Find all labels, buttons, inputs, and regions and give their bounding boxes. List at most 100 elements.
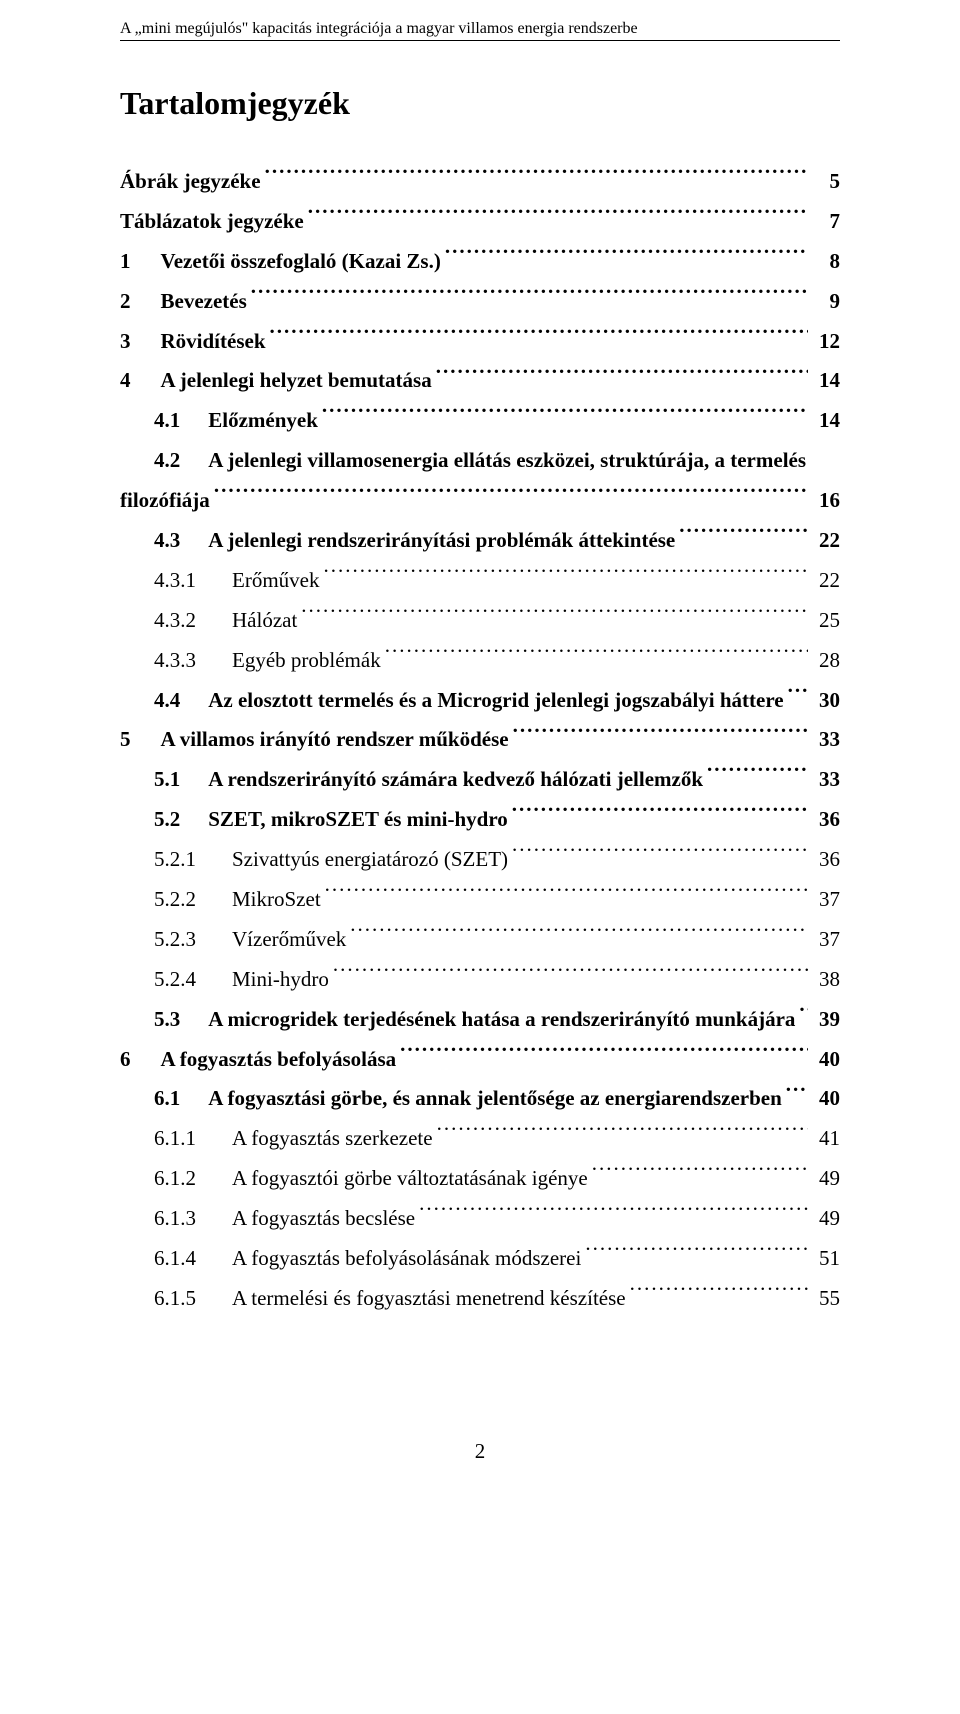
dot-leader — [679, 522, 808, 547]
toc-number: 5.2.4 — [120, 960, 196, 1000]
toc-entry: 4.3.1Erőművek22 — [120, 561, 840, 601]
toc-entry: 6.1.2A fogyasztói görbe változtatásának … — [120, 1159, 840, 1199]
dot-leader — [214, 482, 808, 507]
dot-leader — [325, 881, 808, 906]
toc-number: 6.1 — [120, 1079, 180, 1119]
dot-leader — [799, 1001, 808, 1026]
toc-number: 6 — [120, 1040, 131, 1080]
header-rule — [120, 40, 840, 41]
toc-page-number: 49 — [812, 1159, 840, 1199]
toc-page-number: 28 — [812, 641, 840, 681]
dot-leader — [445, 243, 808, 268]
toc-page-number: 8 — [812, 242, 840, 282]
dot-leader — [265, 163, 808, 188]
toc-number: 2 — [120, 282, 131, 322]
toc-number: 1 — [120, 242, 131, 282]
toc-page-number: 37 — [812, 880, 840, 920]
toc-number: 6.1.5 — [120, 1279, 196, 1319]
toc-label: A jelenlegi helyzet bemutatása — [161, 361, 432, 401]
toc-number: 5.1 — [120, 760, 180, 800]
toc-entry: 4.2A jelenlegi villamosenergia ellátás e… — [120, 441, 840, 521]
toc-number: 4.1 — [120, 401, 180, 441]
toc-label: Szivattyús energiatározó (SZET) — [232, 840, 508, 880]
dot-leader — [786, 1080, 808, 1105]
toc-label: A microgridek terjedésének hatása a rend… — [208, 1000, 795, 1040]
toc-label: Az elosztott termelés és a Microgrid jel… — [208, 681, 783, 721]
table-of-contents: Ábrák jegyzéke 5 Táblázatok jegyzéke71Veze… — [120, 162, 840, 1319]
dot-leader — [437, 1120, 808, 1145]
toc-label: Ábrák jegyzéke — [120, 162, 261, 202]
toc-entry: 4.4Az elosztott termelés és a Microgrid … — [120, 681, 840, 721]
toc-label: Egyéb problémák — [232, 641, 381, 681]
toc-entry: 4.3A jelenlegi rendszerirányítási problé… — [120, 521, 840, 561]
toc-entry: 2Bevezetés9 — [120, 282, 840, 322]
toc-page-number: 22 — [812, 521, 840, 561]
toc-entry: Táblázatok jegyzéke7 — [120, 202, 840, 242]
toc-label: Hálózat — [232, 601, 297, 641]
dot-leader — [322, 402, 808, 427]
toc-page-number: 16 — [812, 481, 840, 521]
toc-entry: 6A fogyasztás befolyásolása40 — [120, 1040, 840, 1080]
toc-number: 6.1.2 — [120, 1159, 196, 1199]
toc-number: 6.1.4 — [120, 1239, 196, 1279]
dot-leader — [400, 1040, 808, 1065]
toc-entry: 6.1.4 A fogyasztás befolyásolásának módsz… — [120, 1239, 840, 1279]
toc-label: A fogyasztás befolyásolásának módszerei — [232, 1239, 581, 1279]
toc-page-number: 14 — [812, 401, 840, 441]
toc-label: A fogyasztás szerkezete — [232, 1119, 433, 1159]
toc-number: 3 — [120, 322, 131, 362]
toc-number: 6.1.3 — [120, 1199, 196, 1239]
toc-page-number: 37 — [812, 920, 840, 960]
document-page: A „mini megújulós" kapacitás integrációj… — [0, 0, 960, 1524]
dot-leader — [513, 721, 808, 746]
dot-leader — [592, 1160, 808, 1185]
dot-leader — [308, 203, 808, 228]
running-header: A „mini megújulós" kapacitás integrációj… — [120, 20, 840, 38]
dot-leader — [333, 961, 808, 986]
toc-page-number: 39 — [812, 1000, 840, 1040]
toc-number: 5.2.2 — [120, 880, 196, 920]
toc-label: Mini-hydro — [232, 960, 329, 1000]
toc-entry: 1Vezetői összefoglaló (Kazai Zs.)8 — [120, 242, 840, 282]
toc-label: A fogyasztás befolyásolása — [161, 1040, 397, 1080]
toc-page-number: 14 — [812, 361, 840, 401]
toc-label: A jelenlegi villamosenergia ellátás eszk… — [208, 441, 806, 481]
toc-entry: 4A jelenlegi helyzet bemutatása14 — [120, 361, 840, 401]
toc-number: 5.2.1 — [120, 840, 196, 880]
toc-label: A termelési és fogyasztási menetrend kés… — [232, 1279, 626, 1319]
dot-leader — [512, 801, 808, 826]
page-title: Tartalomjegyzék — [120, 85, 840, 122]
dot-leader — [707, 761, 808, 786]
dot-leader — [788, 681, 808, 706]
toc-page-number: 36 — [812, 840, 840, 880]
dot-leader — [350, 921, 808, 946]
toc-entry: 3Rövidítések12 — [120, 322, 840, 362]
toc-entry: 5.3 A microgridek terjedésének hatása a r… — [120, 1000, 840, 1040]
toc-label: A villamos irányító rendszer működése — [161, 720, 509, 760]
toc-number: 4.3.3 — [120, 641, 196, 681]
toc-entry: 4.3.3 Egyéb problémák 28 — [120, 641, 840, 681]
dot-leader — [323, 562, 808, 587]
toc-entry: 6.1.5 A termelési és fogyasztási menetren… — [120, 1279, 840, 1319]
toc-page-number: 41 — [812, 1119, 840, 1159]
toc-number: 5 — [120, 720, 131, 760]
toc-page-number: 12 — [812, 322, 840, 362]
toc-label: filozófiája — [120, 481, 210, 521]
dot-leader — [512, 841, 808, 866]
toc-page-number: 51 — [812, 1239, 840, 1279]
toc-entry: 6.1A fogyasztási görbe, és annak jelentő… — [120, 1079, 840, 1119]
dot-leader — [270, 322, 809, 347]
dot-leader — [585, 1240, 808, 1265]
toc-page-number: 7 — [812, 202, 840, 242]
toc-label: Erőművek — [232, 561, 319, 601]
toc-entry: 5 A villamos irányító rendszer működése 33 — [120, 720, 840, 760]
toc-number: 5.2 — [120, 800, 180, 840]
toc-page-number: 49 — [812, 1199, 840, 1239]
toc-page-number: 25 — [812, 601, 840, 641]
toc-page-number: 40 — [812, 1079, 840, 1119]
toc-label: Bevezetés — [161, 282, 247, 322]
toc-entry: 5.2.3Vízerőművek37 — [120, 920, 840, 960]
toc-page-number: 33 — [812, 720, 840, 760]
toc-number: 6.1.1 — [120, 1119, 196, 1159]
toc-number: 5.3 — [120, 1000, 180, 1040]
